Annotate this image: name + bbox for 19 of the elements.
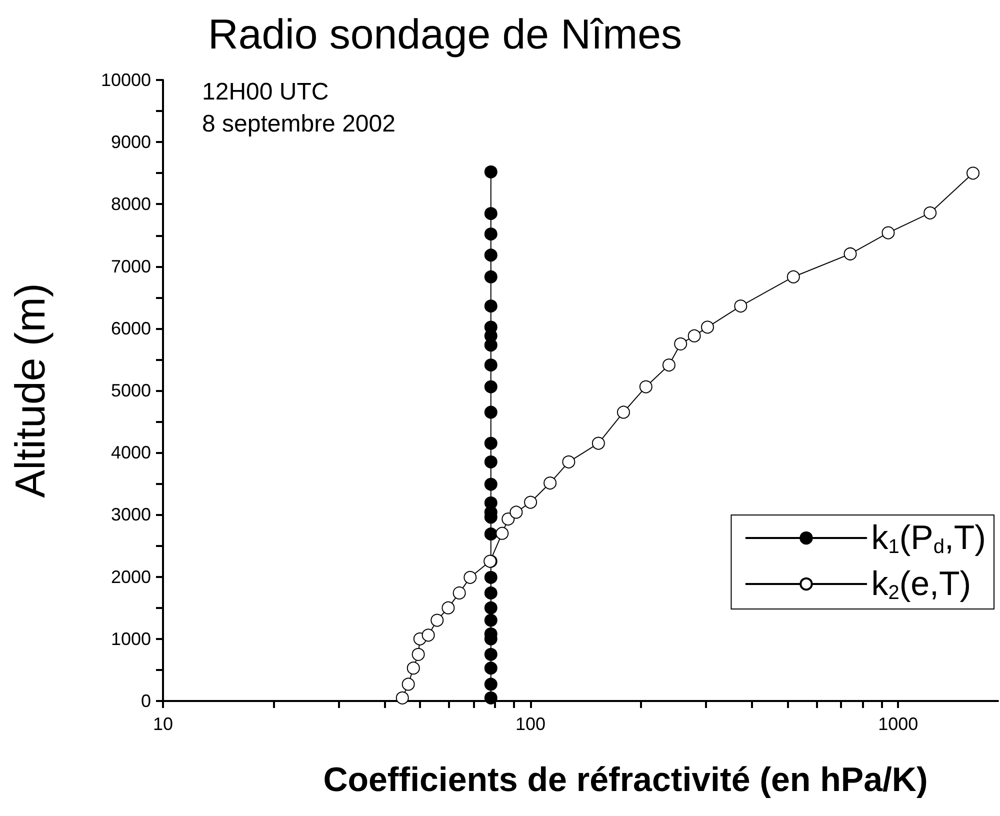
y-tick-label: 5000 [110,380,151,400]
y-tick-label: 2000 [110,566,151,587]
y-tick-label: 1000 [110,628,151,649]
y-axis-title: Altitude (m) [6,283,54,498]
y-tick-label: 10000 [100,70,151,90]
x-tick-label: 100 [516,714,546,734]
y-tick-label: 4000 [110,442,151,463]
x-tick-label: 10 [152,714,174,734]
y-tick-label: 7000 [110,256,151,276]
y-tick-label: 8000 [110,194,151,214]
y-tick-label: 9000 [110,132,151,152]
y-tick-label: 6000 [110,318,151,338]
annotation: 12H00 UTC [202,78,329,106]
x-axis-title: Coefficients de réfractivité (en hPa/K) [323,761,928,799]
x-tick-label: 1000 [878,714,918,734]
y-tick-label: 0 [140,691,151,711]
annotation: 8 septembre 2002 [202,110,396,138]
chart-title: Radio sondage de Nîmes [208,10,682,58]
y-tick-label: 3000 [110,504,151,525]
